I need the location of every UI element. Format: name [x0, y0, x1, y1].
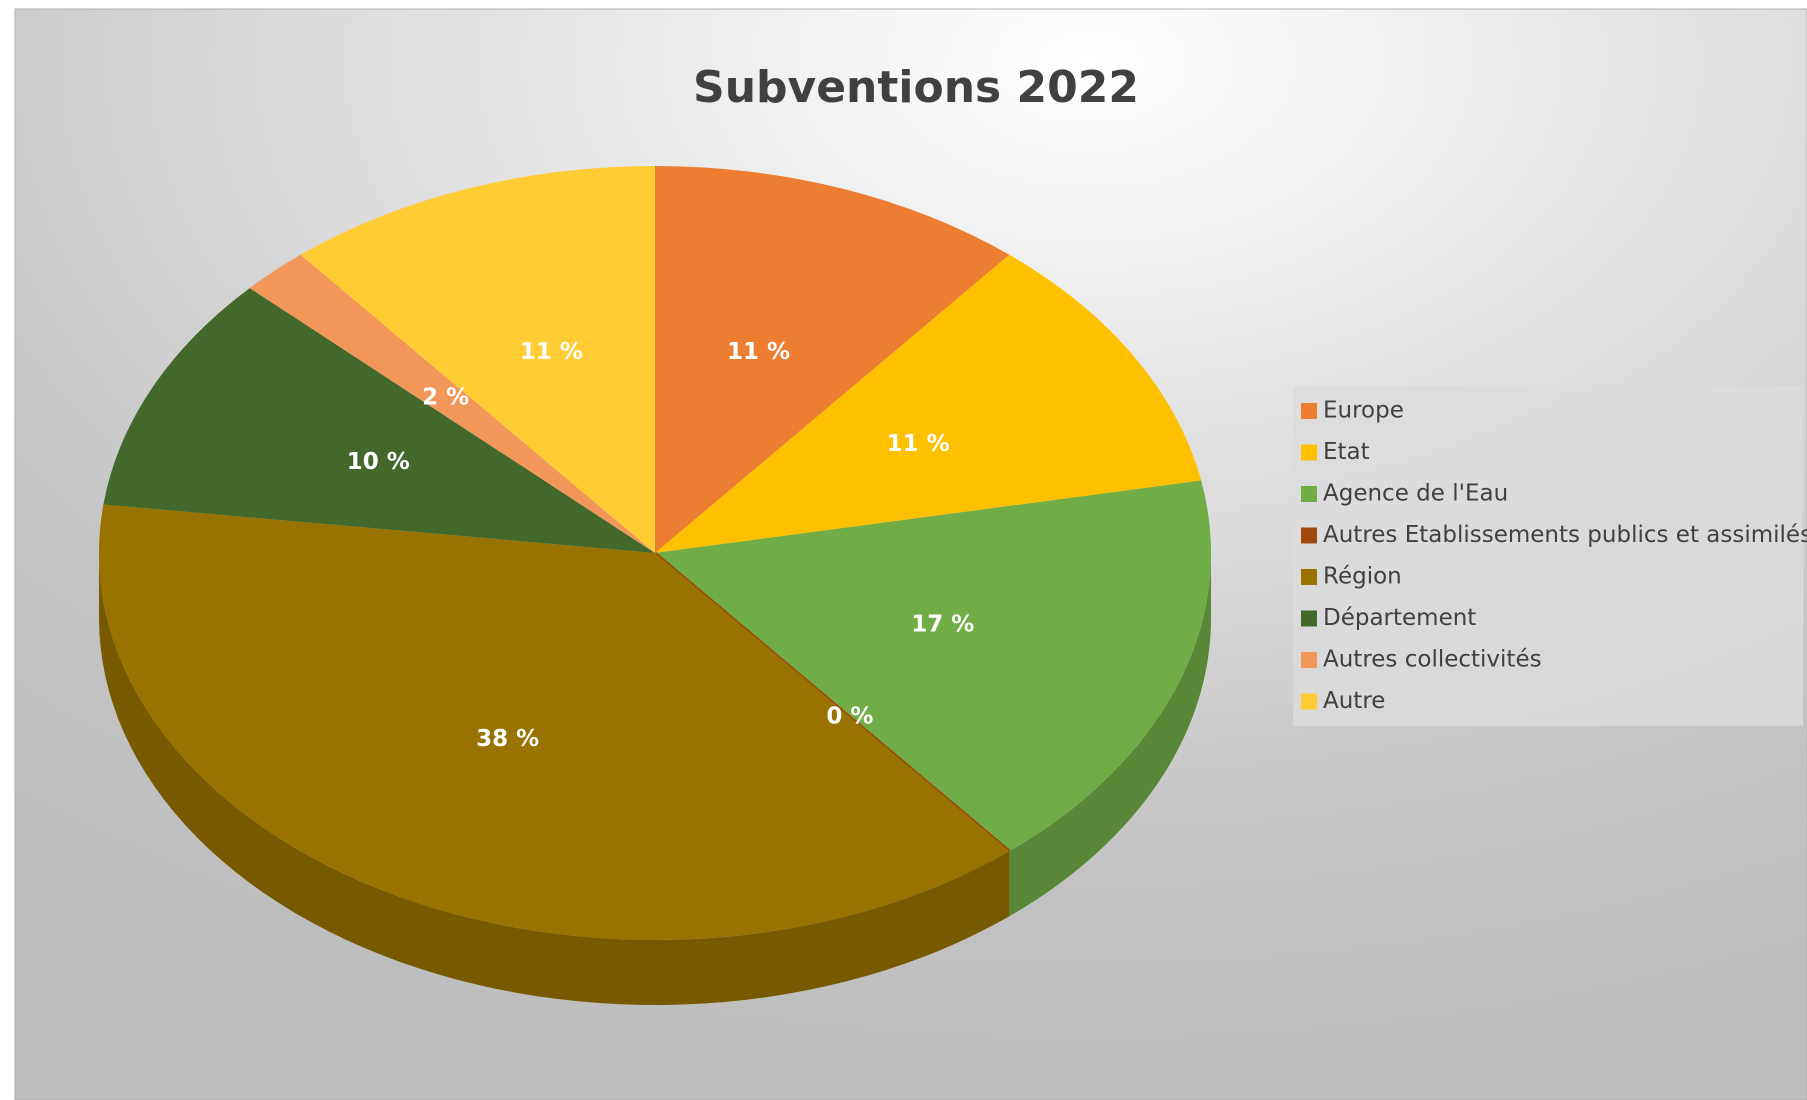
legend-label: Autres Etablissements publics et assimil… [1323, 522, 1807, 548]
value-label: 10 % [347, 449, 410, 475]
slice [103, 288, 656, 553]
legend-swatch [1301, 569, 1317, 585]
legend-label: Etat [1323, 439, 1370, 465]
legend-label: Autres collectivités [1323, 647, 1542, 673]
value-label: 2 % [422, 384, 469, 410]
value-label: 11 % [520, 339, 583, 365]
legend-label: Autre [1323, 688, 1385, 714]
legend-swatch [1301, 610, 1317, 627]
slice [655, 480, 1211, 852]
legend-swatch [1301, 486, 1317, 502]
legend-swatch [1301, 527, 1317, 544]
legend-label: Europe [1323, 398, 1404, 424]
legend-swatch [1301, 403, 1317, 419]
value-label: 11 % [727, 339, 790, 365]
legend-box [1293, 386, 1803, 726]
slice [99, 504, 1010, 941]
value-label: 0 % [826, 704, 873, 730]
slice [249, 254, 656, 553]
chart-title: Subventions 2022 [693, 62, 1139, 113]
slice-side [1009, 553, 1211, 917]
value-label: 11 % [887, 431, 950, 457]
legend-swatch [1301, 444, 1317, 461]
legend-label: Région [1323, 564, 1402, 590]
value-label: 17 % [911, 612, 974, 638]
slice [300, 166, 655, 553]
slice [655, 166, 1010, 553]
legend-swatch [1301, 652, 1317, 668]
legend-label: Département [1323, 605, 1476, 631]
slice-side [99, 553, 1010, 1005]
value-label: 38 % [476, 726, 539, 752]
legend-label: Agence de l'Eau [1323, 481, 1508, 507]
slice [655, 254, 1202, 553]
legend-swatch [1301, 693, 1317, 710]
